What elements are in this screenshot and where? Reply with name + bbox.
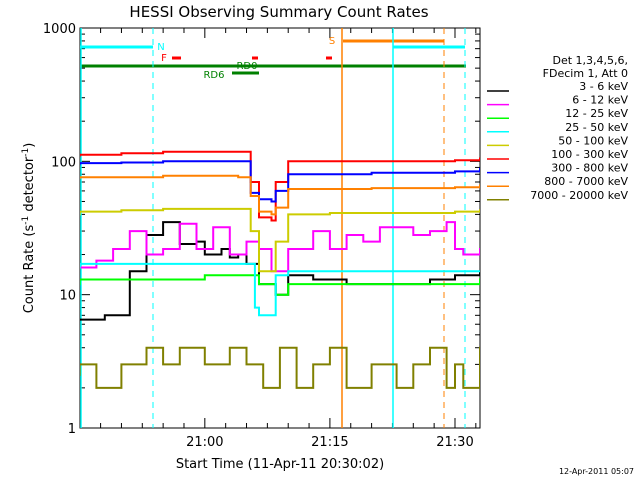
annotation-rd6: RD6: [203, 70, 224, 81]
y-label-part-3: ): [22, 143, 37, 148]
annotation-layer: NF RD0 RD6 S: [157, 36, 335, 81]
legend-header-line-2: FDecim 1, Att 0: [543, 67, 628, 80]
series-line-4: [80, 207, 480, 273]
legend-label-6: 300 - 800 keV: [551, 162, 628, 175]
y-tick-label: 1: [68, 422, 76, 437]
chart-title: HESSI Observing Summary Count Rates: [129, 3, 428, 21]
legend-label-0: 3 - 6 keV: [579, 80, 628, 93]
x-tick-label: 21:00: [186, 435, 223, 450]
y-axis-ticks: 1 10 100 1000: [43, 22, 480, 437]
legend: Det 1,3,4,5,6, FDecim 1, Att 0 3 - 6 keV…: [487, 54, 628, 202]
series-line-2: [80, 274, 480, 296]
series-line-7: [80, 174, 480, 216]
legend-header-line-1: Det 1,3,4,5,6,: [552, 54, 628, 67]
x-axis-label: Start Time (11-Apr-11 20:30:02): [176, 457, 384, 472]
legend-label-7: 800 - 7000 keV: [544, 175, 628, 188]
y-tick-label: 100: [51, 155, 76, 170]
series-line-0: [80, 221, 480, 321]
y-label-part-1: Count Rate (s: [22, 225, 37, 314]
series-line-5: [80, 150, 480, 222]
y-tick-label: 10: [59, 289, 76, 304]
series-line-8: [80, 346, 480, 389]
annotation-rd0: RD0: [236, 61, 257, 72]
footer-timestamp: 12-Apr-2011 05:07: [559, 467, 634, 476]
y-tick-label: 1000: [43, 22, 76, 37]
series-line-6: [80, 160, 480, 203]
legend-label-5: 100 - 300 keV: [551, 148, 628, 161]
legend-label-3: 25 - 50 keV: [565, 121, 628, 134]
annotation-f: F: [161, 53, 167, 64]
plot-frame: [79, 27, 481, 429]
series-line-3: [80, 262, 480, 317]
x-tick-label: 21:30: [436, 435, 473, 450]
y-label-part-2: detector: [22, 156, 37, 216]
series-layer: [80, 150, 480, 389]
y-label-sup-1: -1: [21, 216, 31, 225]
y-axis-label: Count Rate (s-1 detector-1): [21, 143, 37, 314]
legend-label-1: 6 - 12 keV: [572, 94, 628, 107]
legend-label-2: 12 - 25 keV: [565, 107, 628, 120]
annotation-s: S: [329, 36, 335, 47]
x-axis-ticks: 21:00 21:15 21:30: [100, 28, 477, 450]
x-tick-label: 21:15: [311, 435, 348, 450]
annotation-n: N: [157, 42, 164, 53]
legend-label-4: 50 - 100 keV: [558, 134, 628, 147]
y-label-sup-2: -1: [21, 148, 31, 157]
legend-label-8: 7000 - 20000 keV: [530, 189, 628, 202]
